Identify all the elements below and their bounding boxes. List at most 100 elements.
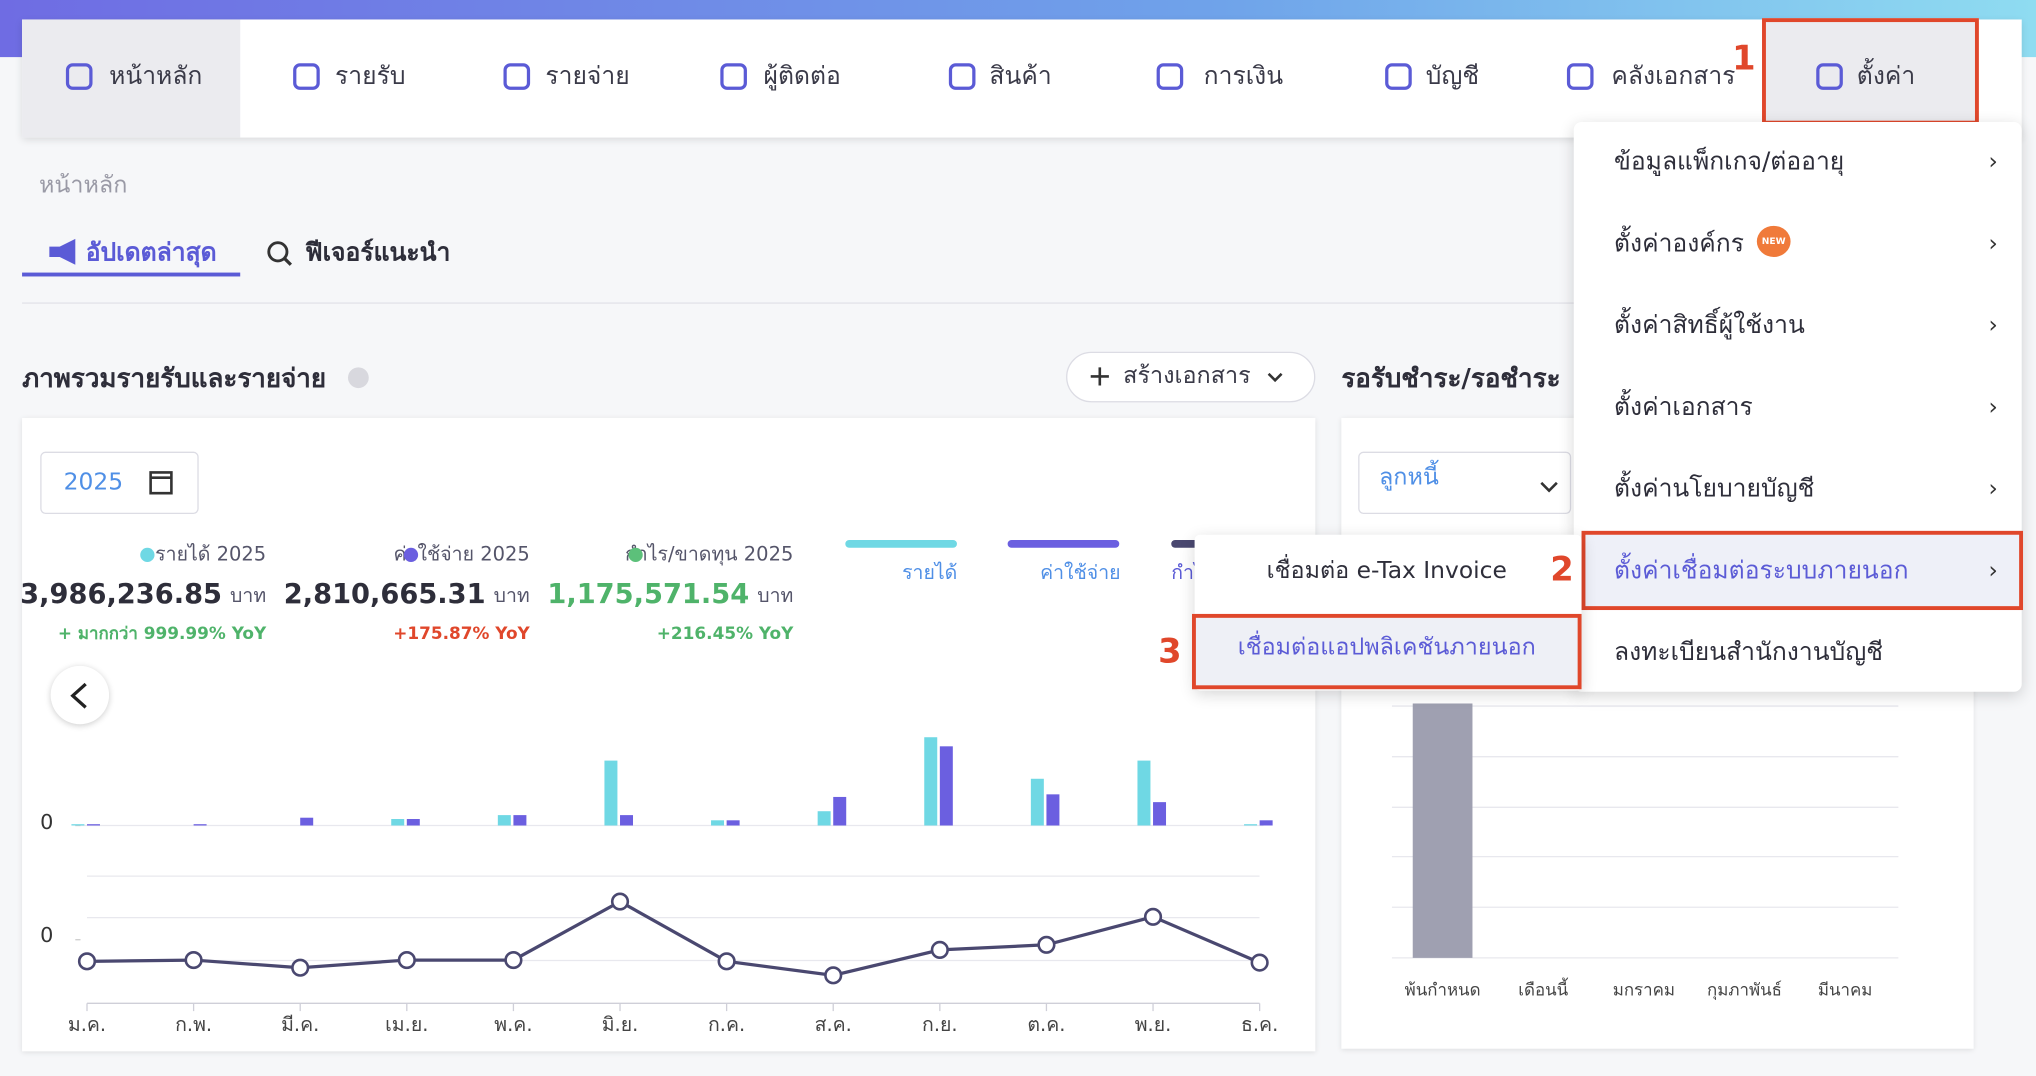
- point: [1143, 907, 1163, 926]
- profit-line: [86, 899, 1261, 977]
- nav-tab[interactable]: รายจ่าย: [545, 61, 630, 91]
- stat-dot: [403, 547, 419, 563]
- menu-item[interactable]: ตั้งค่าเชื่อมต่อระบบภายนอก: [1613, 556, 1909, 585]
- tab-icon: [1156, 63, 1184, 90]
- tab-icon: [1566, 63, 1594, 90]
- button-label[interactable]: สร้างเอกสาร: [1123, 362, 1251, 390]
- filter-select[interactable]: [1358, 451, 1572, 514]
- menu-item[interactable]: ตั้งค่าองค์กร: [1613, 229, 1744, 258]
- stat-unit: บาท: [230, 584, 267, 608]
- x-tick-label: ก.ย.: [922, 1013, 958, 1036]
- back-button[interactable]: [50, 665, 110, 725]
- chevron: ›: [1988, 475, 1998, 503]
- nav-bar: [22, 19, 2022, 138]
- menu-item[interactable]: ตั้งค่าเอกสาร: [1613, 392, 1753, 422]
- x-tick-label: มี.ค.: [281, 1013, 319, 1036]
- x-tick-label: กุมภาพันธ์: [1707, 979, 1782, 1000]
- tab-icon: [948, 63, 976, 90]
- search-icon-handle: [283, 257, 293, 266]
- bar: [1153, 802, 1167, 826]
- section-title: รอรับชำระ/รอชำระ: [1341, 362, 1561, 394]
- bar: [1030, 778, 1044, 826]
- stat-dot: [140, 547, 155, 563]
- stat-change: +216.45% YoY: [656, 624, 794, 645]
- x-tick-label: ส.ค.: [815, 1013, 852, 1036]
- nav-tab[interactable]: รายรับ: [335, 61, 406, 91]
- stat-value: 1,175,571.54: [547, 578, 750, 610]
- submenu-item[interactable]: เชื่อมต่อแอปพลิเคชันภายนอก: [1237, 633, 1536, 661]
- tab-icon: [65, 63, 93, 90]
- nav-tab[interactable]: ตั้งค่า: [1856, 61, 1916, 91]
- tab-icon: [503, 63, 531, 90]
- submenu-highlight[interactable]: [1191, 613, 1582, 690]
- legend-label[interactable]: รายได้: [902, 560, 958, 585]
- point: [717, 952, 736, 971]
- chevron: ›: [1988, 148, 1998, 176]
- step-marker: 3: [1158, 632, 1182, 672]
- point: [1250, 953, 1269, 972]
- step-marker: 1: [1732, 39, 1756, 79]
- bar: [513, 815, 527, 826]
- bar: [71, 824, 85, 826]
- bar: [939, 746, 953, 826]
- new-badge: [1756, 225, 1791, 257]
- stat-dot: [628, 547, 643, 563]
- stat-value: 3,986,236.85: [20, 578, 223, 610]
- year-value[interactable]: 2025: [63, 468, 124, 497]
- nav-tab[interactable]: สินค้า: [989, 61, 1052, 91]
- back-icon: [70, 682, 87, 709]
- stat-label: กำไร/ขาดทุน 2025: [624, 542, 794, 566]
- nav-tab[interactable]: ผู้ติดต่อ: [763, 61, 841, 91]
- tab-icon: [1816, 63, 1843, 90]
- megaphone-icon: [49, 238, 76, 265]
- x-tick-label: เดือนนี้: [1518, 977, 1568, 999]
- nav-tab[interactable]: หน้าหลัก: [109, 61, 203, 91]
- stat-change: +175.87% YoY: [393, 624, 530, 645]
- nav-tab[interactable]: บัญชี: [1425, 61, 1480, 91]
- legend-label[interactable]: ค่าใช้จ่าย: [1040, 560, 1121, 585]
- filter-value[interactable]: ลูกหนี้: [1378, 463, 1439, 491]
- point: [824, 966, 843, 985]
- nav-tab[interactable]: การเงิน: [1203, 61, 1284, 91]
- page-tab[interactable]: อัปเดตล่าสุด: [85, 238, 217, 267]
- section-title: ภาพรวมรายรับและรายจ่าย: [22, 362, 327, 394]
- breadcrumb: หน้าหลัก: [38, 171, 128, 199]
- chevron: ›: [1988, 557, 1998, 585]
- step-marker: 2: [1550, 550, 1574, 590]
- x-tick-label: พ้นกำหนด: [1405, 979, 1481, 999]
- grid: [75, 705, 1899, 1004]
- menu-highlight[interactable]: [1581, 530, 2024, 611]
- menu-item[interactable]: ตั้งค่านโยบายบัญชี: [1613, 474, 1815, 504]
- bar: [726, 820, 740, 826]
- chevron-icon: [1540, 481, 1558, 493]
- page-tab[interactable]: ฟีเจอร์แนะนำ: [305, 238, 451, 267]
- bar: [924, 737, 938, 826]
- stat-value: 2,810,665.31: [283, 578, 486, 610]
- bar: [300, 817, 314, 826]
- stat-change: + มากกว่า 999.99% YoY: [57, 624, 267, 645]
- menu-item[interactable]: ลงทะเบียนสำนักงานบัญชี: [1613, 638, 1884, 667]
- new-badge-text: NEW: [1761, 235, 1786, 247]
- bar: [817, 811, 831, 826]
- x-tick-label: ก.ค.: [708, 1013, 745, 1036]
- stat-unit: บาท: [493, 584, 530, 608]
- bar: [1046, 794, 1060, 826]
- submenu-item[interactable]: เชื่อมต่อ e-Tax Invoice: [1266, 557, 1507, 585]
- bar: [1412, 703, 1473, 958]
- x-tick-label: มกราคม: [1613, 979, 1675, 999]
- menu-item[interactable]: ข้อมูลแพ็กเกจ/ต่ออายุ: [1613, 147, 1845, 177]
- x-tick-label: ม.ค.: [68, 1013, 106, 1036]
- bar: [1137, 760, 1151, 826]
- nav-tab[interactable]: คลังเอกสาร: [1611, 61, 1736, 91]
- point: [1037, 935, 1056, 954]
- divider: [22, 302, 1581, 304]
- menu-item[interactable]: ตั้งค่าสิทธิ์ผู้ใช้งาน: [1613, 310, 1805, 340]
- x-tick-label: เม.ย.: [385, 1013, 428, 1036]
- bar: [711, 820, 725, 826]
- x-tick-label: มิ.ย.: [602, 1013, 639, 1036]
- active-tab-bg: [22, 19, 241, 138]
- tab-icon: [720, 63, 747, 90]
